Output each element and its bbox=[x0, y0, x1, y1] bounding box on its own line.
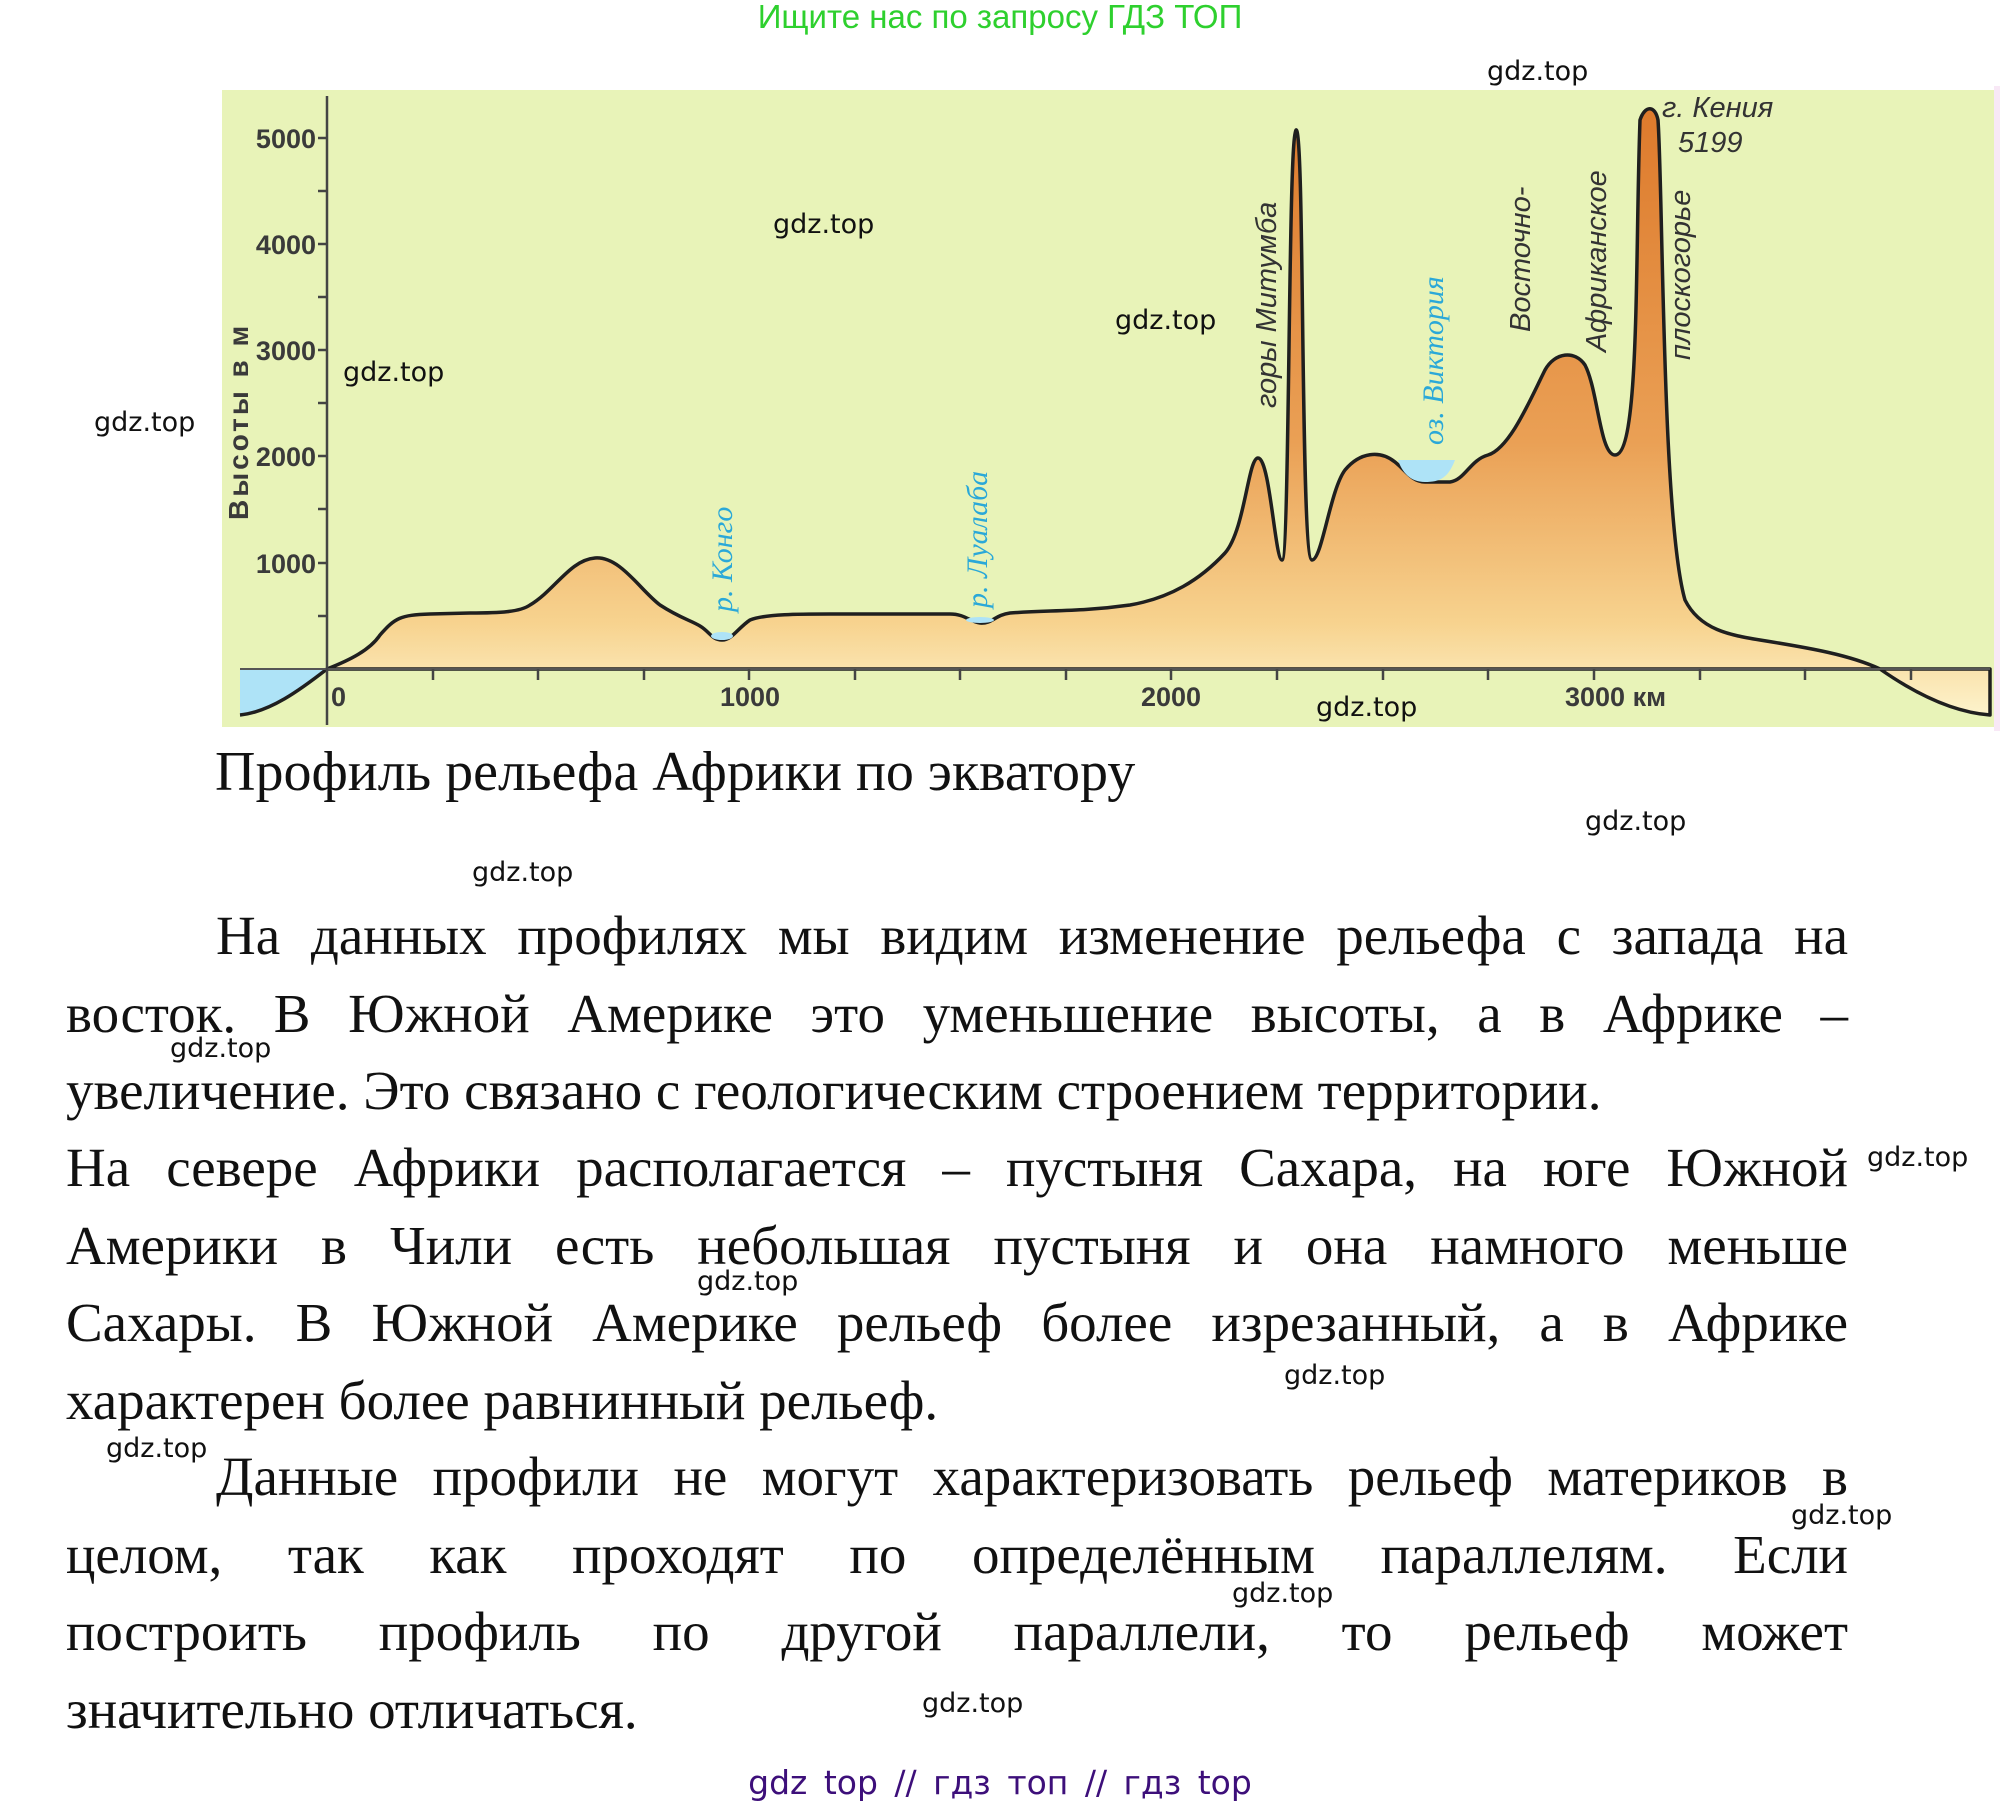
watermark: gdz.top bbox=[1115, 305, 1217, 336]
paragraph-3: Данные профили не могут характеризовать … bbox=[66, 1438, 1848, 1748]
paragraph-2: На севере Африки располагается – пустыня… bbox=[66, 1129, 1848, 1439]
paragraph-1: На данных профилях мы видим изменение ре… bbox=[66, 897, 1848, 1130]
watermark: gdz.top bbox=[697, 1266, 799, 1297]
y-tick-2000: 2000 bbox=[256, 442, 316, 472]
text-line: характерен более равнинный рельеф. bbox=[66, 1369, 939, 1431]
y-tick-3000: 3000 bbox=[256, 336, 316, 366]
label-plateau-line3: плоскогорье bbox=[1665, 190, 1697, 360]
land-profile bbox=[325, 107, 1992, 717]
label-kenya-name: г. Кения bbox=[1662, 92, 1773, 124]
watermark: gdz.top bbox=[1232, 1578, 1334, 1609]
text-line: Сахары. В Южной Америке рельеф более изр… bbox=[66, 1292, 1848, 1353]
watermark: gdz.top bbox=[170, 1033, 272, 1064]
watermark: gdz.top bbox=[1867, 1142, 1969, 1173]
watermark: gdz.top bbox=[1487, 56, 1589, 87]
text-line: На севере Африки располагается – пустыня… bbox=[66, 1137, 1848, 1198]
y-tick-4000: 4000 bbox=[256, 230, 316, 260]
text-line: На данных профилях мы видим изменение ре… bbox=[216, 905, 1848, 966]
label-kenya-height: 5199 bbox=[1678, 127, 1743, 159]
watermark: gdz.top bbox=[1585, 806, 1687, 837]
watermark: gdz.top bbox=[1316, 692, 1418, 723]
watermark: gdz.top bbox=[94, 407, 196, 438]
watermark: gdz.top bbox=[472, 857, 574, 888]
watermark: gdz.top bbox=[343, 357, 445, 388]
text-line: построить профиль по другой параллели, т… bbox=[66, 1601, 1848, 1662]
relief-profile-chart: 5000 4000 3000 2000 1000 0 1000 2000 300… bbox=[222, 86, 2000, 731]
search-banner: Ищите нас по запросу ГДЗ ТОП bbox=[757, 0, 1243, 35]
x-tick-labels: 0 1000 2000 3000 км bbox=[331, 682, 1666, 712]
lake-victoria-water bbox=[1398, 460, 1455, 482]
y-tick-labels: 5000 4000 3000 2000 1000 bbox=[256, 124, 316, 579]
label-plateau-line1: Восточно- bbox=[1505, 187, 1537, 332]
text-line: восток. В Южной Америке это уменьшение в… bbox=[66, 982, 1848, 1044]
text-line: увеличение. Это связано с геологическим … bbox=[66, 1060, 1602, 1121]
watermark: gdz.top bbox=[1791, 1500, 1893, 1531]
label-lualaba-river: р. Луалаба bbox=[961, 471, 994, 610]
svg-text:2000: 2000 bbox=[1141, 682, 1201, 712]
svg-text:3000 км: 3000 км bbox=[1565, 682, 1666, 712]
label-lake-victoria: оз. Виктория bbox=[1417, 276, 1450, 445]
lualaba-river-water bbox=[966, 617, 994, 623]
label-mitumba-mountains: горы Митумба bbox=[1251, 202, 1283, 408]
watermark: gdz.top bbox=[106, 1433, 208, 1464]
text-line: значительно отличаться. bbox=[66, 1678, 638, 1740]
y-axis-title: Высоты в м bbox=[223, 323, 254, 520]
x-axis-ticks bbox=[431, 669, 1913, 680]
text-line: Америки в Чили есть небольшая пустыня и … bbox=[66, 1214, 1848, 1276]
western-shelf-line bbox=[239, 667, 329, 717]
y-tick-1000: 1000 bbox=[256, 549, 316, 579]
y-tick-5000: 5000 bbox=[256, 124, 316, 154]
watermark: gdz.top bbox=[773, 209, 875, 240]
watermark: gdz.top bbox=[922, 1688, 1024, 1719]
footer-links[interactable]: gdz top // гдз топ // гдз top bbox=[748, 1763, 1252, 1802]
text-line: Данные профили не могут характеризовать … bbox=[216, 1446, 1848, 1507]
figure-caption: Профиль рельефа Африки по экватору bbox=[215, 741, 1136, 803]
svg-text:1000: 1000 bbox=[720, 682, 780, 712]
y-axis-ticks bbox=[318, 136, 327, 618]
congo-river-water bbox=[711, 632, 733, 640]
text-line: целом, так как проходят по определённым … bbox=[66, 1523, 1848, 1585]
svg-text:0: 0 bbox=[331, 682, 346, 712]
label-plateau-line2: Африканское bbox=[1581, 170, 1613, 354]
watermark: gdz.top bbox=[1284, 1360, 1386, 1391]
label-congo-river: р. Конго bbox=[706, 507, 739, 614]
atlantic-ocean-water bbox=[240, 669, 327, 715]
